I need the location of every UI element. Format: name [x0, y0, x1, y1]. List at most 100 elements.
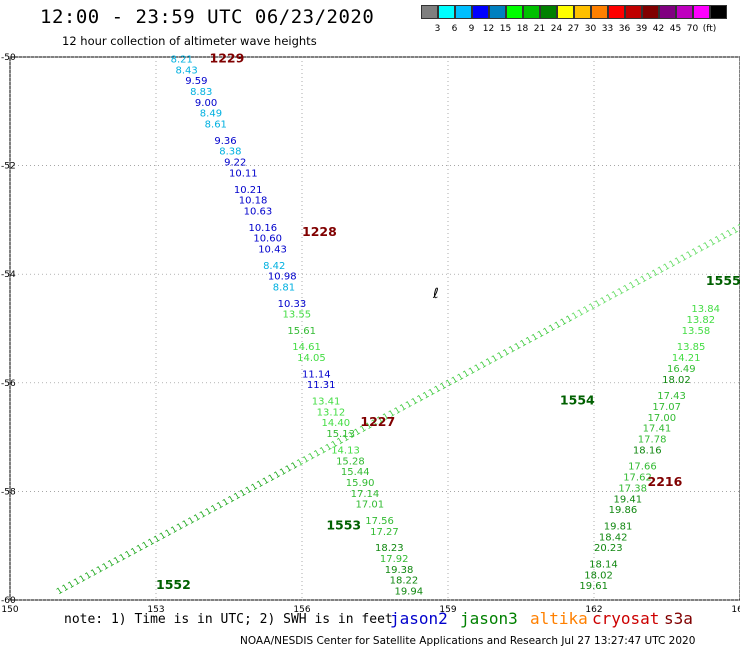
legend-jason2: jason2 — [390, 609, 448, 628]
track-mark: 1 — [444, 378, 454, 389]
track-mark: 1 — [284, 463, 294, 474]
lon-tick-label: 159 — [439, 605, 456, 615]
track-mark: 1 — [645, 271, 655, 282]
swh-value: 10.60 — [253, 234, 282, 245]
swh-value: 10.43 — [258, 244, 287, 255]
scale-label: 39 — [635, 24, 648, 34]
swh-value: 10.21 — [234, 185, 263, 196]
legend-jason3: jason3 — [460, 609, 518, 628]
swh-value: 8.49 — [200, 109, 222, 120]
track-mark: 1 — [559, 317, 569, 328]
legend-cryosat: cryosat — [592, 609, 660, 628]
scale-label: 12 — [482, 24, 495, 34]
lon-tick-label: 150 — [1, 605, 18, 615]
track-mark: 1 — [106, 558, 116, 569]
scale-swatch — [489, 5, 506, 19]
track-mark: 1 — [261, 476, 271, 487]
swh-value: 8.38 — [219, 147, 241, 158]
track-mark: 1 — [398, 402, 408, 413]
swh-value: 19.41 — [613, 494, 642, 505]
scale-label: 21 — [533, 24, 546, 34]
swh-value: 10.16 — [248, 223, 277, 234]
scale-swatch — [523, 5, 540, 19]
scale-swatch — [608, 5, 625, 19]
track-mark: 1 — [78, 574, 88, 585]
swh-value: 17.14 — [351, 489, 380, 500]
pass-time-label: 1227 — [360, 414, 395, 429]
track-mark: 1 — [215, 500, 225, 511]
lon-tick-label: 156 — [293, 605, 310, 615]
track-mark: 1 — [484, 356, 494, 367]
track-mark: 1 — [685, 249, 695, 260]
track-mark: 1 — [370, 418, 380, 429]
scale-swatch — [693, 5, 710, 19]
swh-value: 17.38 — [618, 483, 647, 494]
track-mark: 1 — [467, 366, 477, 377]
track-mark: 1 — [456, 372, 466, 383]
track-mark: 1 — [490, 353, 500, 364]
scale-swatch — [540, 5, 557, 19]
track-mark: 1 — [513, 341, 523, 352]
map-title: 12:00 - 23:59 UTC 06/23/2020 — [40, 6, 375, 28]
pass-time-label: 1228 — [302, 224, 337, 239]
swh-value: 9.00 — [195, 98, 217, 109]
swh-value: 10.33 — [278, 299, 307, 310]
track-mark: 1 — [702, 240, 712, 251]
track-mark: 1 — [267, 473, 277, 484]
swh-value: 9.59 — [185, 76, 207, 87]
track-mark: 1 — [278, 467, 288, 478]
track-mark: 1 — [227, 494, 237, 505]
scale-label: 33 — [601, 24, 614, 34]
legend-altika: altika — [530, 609, 588, 628]
swh-value: 19.61 — [579, 581, 608, 592]
track-mark: 1 — [690, 246, 700, 257]
track-mark: 1 — [192, 512, 202, 523]
swh-value: 19.38 — [385, 565, 414, 576]
scale-label: 45 — [669, 24, 682, 34]
track-mark: 1 — [410, 396, 420, 407]
track-mark: 1 — [673, 256, 683, 267]
swh-value: 13.58 — [682, 326, 711, 337]
swh-value: 9.36 — [214, 136, 236, 147]
swh-value: 11.31 — [307, 380, 336, 391]
track-mark: 1 — [479, 360, 489, 371]
swh-value: 17.62 — [623, 473, 652, 484]
track-mark: 1 — [536, 329, 546, 340]
track-mark: 1 — [72, 577, 82, 588]
swh-value: 18.22 — [390, 576, 419, 587]
scale-label: 3 — [434, 24, 441, 34]
track-mark: 1 — [84, 570, 94, 581]
map-subtitle: 12 hour collection of altimeter wave hei… — [62, 34, 317, 48]
pass-time-labels: 122912281227155415531552155522162 — [156, 50, 740, 592]
track-mark: 1 — [593, 298, 603, 309]
scale-swatch — [506, 5, 523, 19]
swh-value: 19.81 — [604, 521, 633, 532]
track-mark: 1 — [639, 274, 649, 285]
track-mark: 1 — [221, 497, 231, 508]
track-mark: 1 — [353, 427, 363, 438]
track-mark: 1 — [519, 338, 529, 349]
scale-swatch — [421, 5, 438, 19]
swh-value: 8.61 — [205, 120, 227, 131]
lon-tick-label: 162 — [585, 605, 602, 615]
track-mark: 1 — [124, 549, 134, 560]
scale-swatch — [574, 5, 591, 19]
track-mark: 1 — [599, 295, 609, 306]
track-mark: 1 — [387, 408, 397, 419]
swh-value: 17.27 — [370, 527, 399, 538]
scale-swatch — [438, 5, 455, 19]
track-mark: 1 — [656, 265, 666, 276]
track-mark: 1 — [650, 268, 660, 279]
swh-value: 17.43 — [657, 391, 686, 402]
track-mark: 1 — [238, 488, 248, 499]
lon-tick-label: 153 — [147, 605, 164, 615]
footer-note: note: 1) Time is in UTC; 2) SWH is in fe… — [64, 612, 393, 627]
scale-swatch — [591, 5, 608, 19]
lat-tick-label: -58 — [1, 487, 16, 497]
track-mark: 1 — [542, 326, 552, 337]
lat-tick-label: -54 — [1, 270, 16, 280]
swh-value: 18.14 — [589, 559, 618, 570]
pass-time-label: 2216 — [648, 474, 683, 489]
track-mark: 1 — [393, 405, 403, 416]
